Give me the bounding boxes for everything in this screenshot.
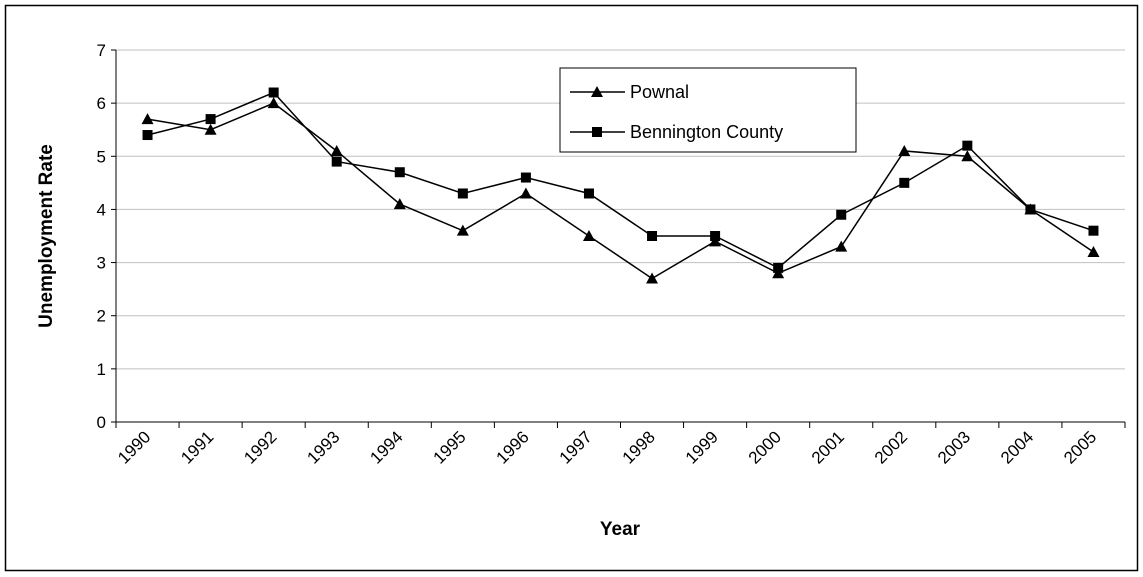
data-point [710, 231, 721, 241]
data-point [646, 272, 659, 284]
legend-label: Pownal [630, 82, 689, 102]
y-tick-label: 4 [97, 200, 106, 219]
y-tick-label: 1 [97, 360, 106, 379]
data-point [961, 150, 974, 162]
data-point [583, 188, 594, 199]
y-tick-label: 7 [97, 41, 106, 60]
legend-box [559, 67, 857, 153]
data-point [520, 172, 531, 183]
data-point [773, 262, 784, 273]
data-point [898, 144, 911, 156]
data-point [204, 123, 217, 135]
y-tick-label: 2 [97, 307, 106, 326]
data-point [835, 240, 848, 252]
legend-label: Bennington County [630, 122, 783, 142]
legend-marker [592, 127, 602, 137]
x-axis-title: Year [600, 519, 641, 540]
legend-marker [591, 86, 603, 97]
data-point [141, 113, 154, 125]
data-point [899, 177, 910, 188]
data-point [331, 156, 342, 167]
data-point [267, 97, 280, 109]
y-tick-label: 6 [97, 94, 106, 113]
data-point [836, 209, 847, 220]
data-point [647, 231, 658, 241]
data-point [456, 224, 469, 236]
series-line [147, 91, 1094, 269]
data-point [519, 187, 532, 199]
data-point [962, 140, 973, 151]
data-point [1025, 204, 1036, 215]
y-tick-label: 3 [97, 254, 106, 273]
data-point [1088, 225, 1099, 236]
data-point [582, 230, 595, 241]
y-axis-title: Unemployment Rate [36, 144, 57, 328]
y-tick-label: 0 [97, 413, 106, 432]
data-point [268, 87, 279, 98]
data-point [142, 130, 153, 141]
legend: Pownal Bennington County [559, 67, 857, 153]
data-point [1087, 245, 1100, 257]
data-point [393, 198, 406, 210]
data-point [205, 114, 216, 125]
y-tick-label: 5 [97, 147, 106, 166]
data-point [330, 144, 343, 156]
data-point [394, 167, 405, 178]
data-point [457, 188, 468, 199]
